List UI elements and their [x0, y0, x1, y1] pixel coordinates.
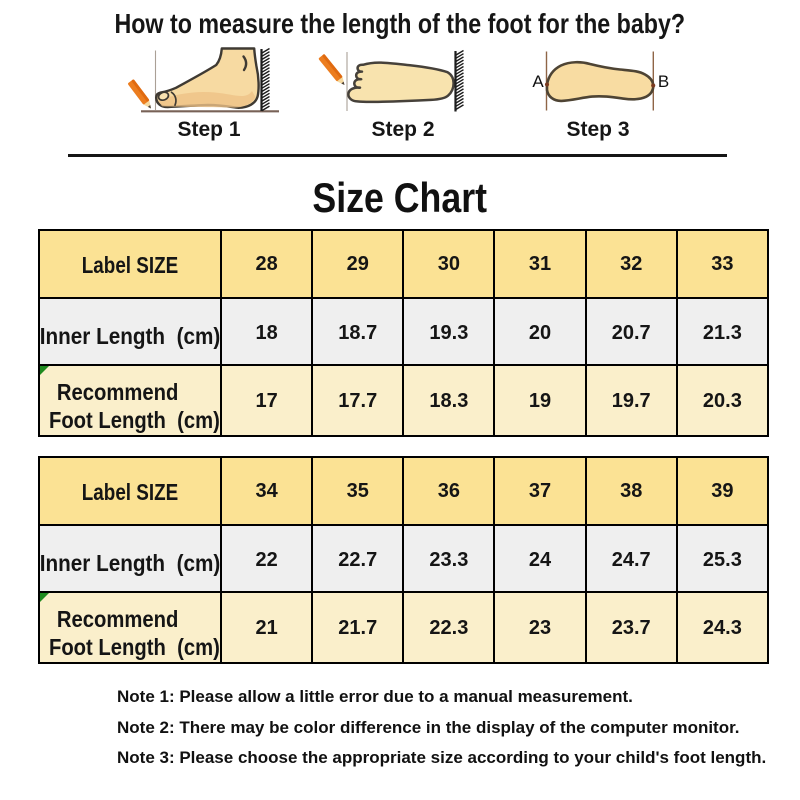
svg-text:B: B [658, 72, 669, 91]
svg-text:A: A [532, 72, 544, 91]
